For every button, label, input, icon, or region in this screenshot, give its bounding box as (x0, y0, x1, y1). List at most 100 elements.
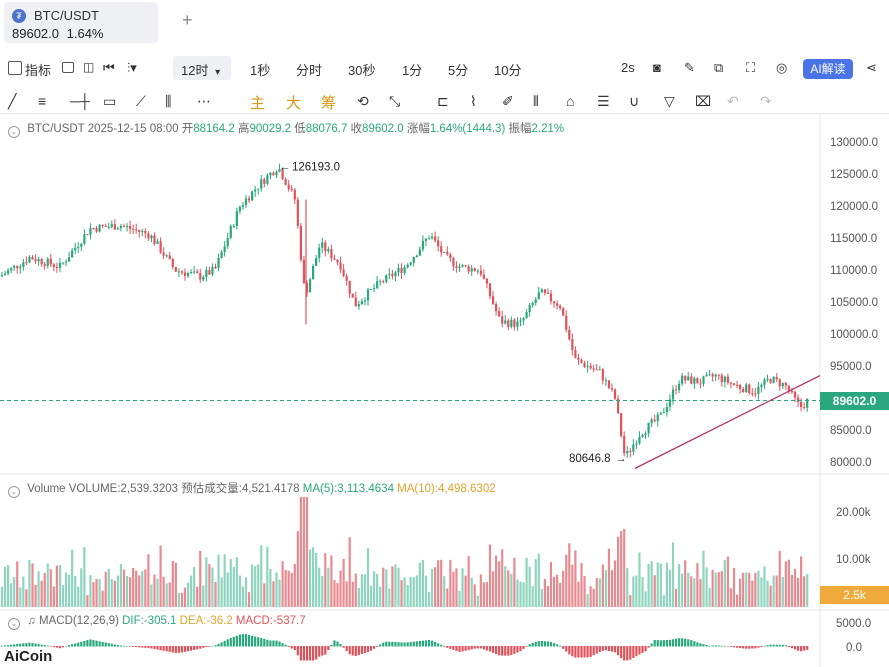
candle-body (382, 281, 385, 283)
magnet-icon[interactable]: ∪ (629, 93, 640, 109)
macd-bar (366, 646, 370, 653)
redo-icon[interactable]: ↷ (760, 93, 772, 109)
alert-icon[interactable]: ♫ (27, 615, 36, 627)
undo-icon[interactable]: ↶ (727, 93, 739, 109)
chip-button[interactable]: 筹 (321, 95, 337, 112)
add-tab-button[interactable]: + (182, 10, 193, 30)
note-icon[interactable]: ☰ (597, 93, 610, 109)
hray-tool-icon[interactable]: ─┼ (70, 93, 90, 109)
volume-bar (205, 557, 208, 607)
macd-bar (336, 641, 339, 647)
volume-bar (272, 581, 275, 607)
volume-bar (107, 568, 110, 607)
macd-bar (138, 646, 141, 648)
volume-bar (177, 592, 180, 607)
camera-icon[interactable]: ◙ (653, 60, 661, 75)
high-value: 90029.2 (249, 123, 292, 135)
share-icon[interactable]: ⋖ (866, 60, 877, 75)
candle-body (665, 406, 668, 413)
trendline-drawing[interactable] (634, 375, 821, 469)
lock-icon[interactable]: ⌂ (566, 93, 575, 109)
fib-tool-icon[interactable]: ⫼ (165, 93, 172, 109)
volume-bar (336, 583, 339, 607)
usdt-icon: ₮ (12, 9, 26, 23)
hlines-tool-icon[interactable]: ≡ (38, 93, 47, 109)
sync-icon[interactable]: ⟲ (357, 93, 369, 109)
fullscreen-icon[interactable]: ⛶ (746, 60, 756, 75)
rect-tool-icon[interactable]: ▭ (103, 93, 117, 109)
candle-body (668, 399, 672, 407)
volume-bar (583, 576, 586, 607)
macd-bar (803, 646, 806, 651)
macd-bar (537, 641, 540, 647)
volume-bar (260, 545, 263, 607)
settings-icon[interactable]: ◎ (776, 60, 788, 75)
macd-bar (793, 646, 797, 650)
price-axis-tick: 115000.0 (830, 233, 877, 245)
macd-bar (40, 644, 43, 647)
interval-1s[interactable]: 1秒 (250, 63, 271, 78)
collapse-icon[interactable]: ⌄ (8, 486, 20, 498)
trendline-tool-icon[interactable]: ╱ (8, 93, 17, 109)
filter-icon[interactable]: ▽ (664, 93, 675, 109)
candle-body (443, 251, 446, 253)
candle-body (546, 292, 550, 294)
price-chart[interactable]: 130000.0 125000.0 120000.0 115000.0 110000.0… (0, 114, 889, 667)
volume-bar (354, 573, 357, 607)
macd-bar (577, 646, 580, 658)
symbol-tab[interactable]: ₮ BTC/USDT 89602.0 1.64% (4, 2, 158, 43)
candle-body (504, 320, 507, 324)
macd-bar (400, 642, 403, 647)
interval-30s[interactable]: 30秒 (348, 63, 376, 78)
measure-icon[interactable]: ⤡ (389, 93, 401, 109)
big-order-button[interactable]: 大 (286, 95, 302, 112)
main-force-button[interactable]: 主 (250, 95, 266, 112)
ai-analysis-button[interactable]: AI解读 (803, 59, 853, 79)
candle-body (430, 236, 434, 239)
more-tools-icon[interactable]: ⋯ (197, 93, 211, 109)
candle-body (754, 393, 757, 395)
compare-icon[interactable]: ◫ (83, 60, 95, 74)
popout-icon[interactable]: ⧉ (714, 60, 724, 75)
indicators-icon[interactable] (8, 61, 22, 75)
candle-body (629, 451, 632, 453)
trash-icon[interactable]: ⌧ (695, 93, 712, 109)
interval-10m[interactable]: 10分 (494, 63, 522, 78)
collapse-icon[interactable]: ⌄ (8, 126, 20, 138)
interval-5m[interactable]: 5分 (448, 63, 469, 78)
candle-body (226, 237, 229, 247)
refresh-rate[interactable]: 2s (621, 60, 635, 75)
volume-bar (58, 565, 62, 607)
layout-icon[interactable] (62, 62, 74, 73)
interval-timeline[interactable]: 分时 (296, 63, 323, 78)
candle-body (476, 270, 479, 272)
collapse-icon[interactable]: ⌄ (8, 618, 20, 630)
volume-bar (37, 571, 40, 607)
interval-1m[interactable]: 1分 (402, 63, 423, 78)
indicators-button[interactable]: 指标 (25, 63, 52, 78)
macd-bar (763, 645, 766, 647)
macd-bar (513, 646, 516, 654)
ray-tool-icon[interactable]: ⟋ (136, 93, 146, 109)
macd-bar (678, 638, 681, 647)
volume-bar (574, 550, 577, 607)
volume-bar (513, 557, 516, 607)
candles-icon[interactable]: ⫴ (533, 93, 539, 109)
volume-bar (476, 595, 479, 607)
candle-body (449, 254, 452, 259)
text-tool-icon[interactable]: ⊏ (437, 93, 449, 109)
macd-bar (437, 643, 440, 647)
macd-bar (690, 640, 693, 647)
brush-icon[interactable]: ✐ (502, 93, 514, 109)
candle-body (653, 419, 656, 422)
replay-icon[interactable]: ⏮ (103, 60, 115, 75)
edit-icon[interactable]: ✎ (684, 60, 695, 75)
macd-bar (165, 646, 168, 652)
bar-style-icon[interactable]: ⫶▾ (127, 60, 137, 75)
ruler-icon[interactable]: ⌇ (470, 93, 477, 109)
candle-body (196, 271, 199, 273)
candle-body (705, 374, 708, 377)
interval-select[interactable]: 12时 ▾ (173, 56, 231, 80)
candle-body (473, 268, 476, 272)
candle-body (415, 255, 418, 258)
